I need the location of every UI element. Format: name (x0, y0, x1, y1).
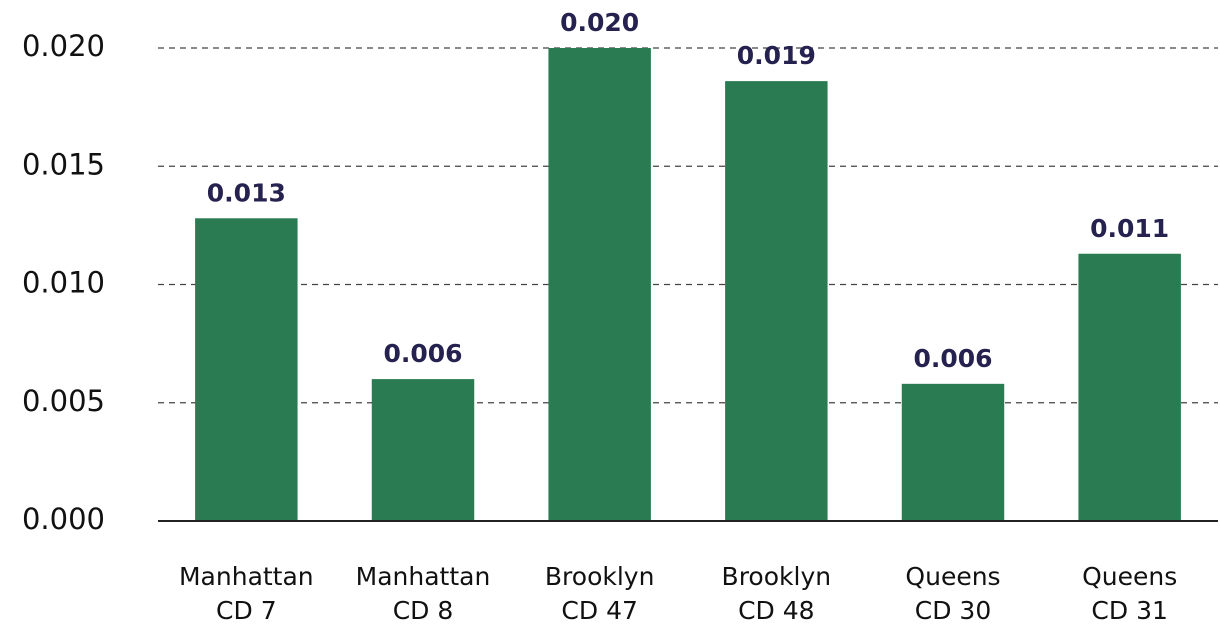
x-tick-label: CD 8 (393, 596, 454, 625)
bar (195, 218, 298, 521)
value-label: 0.006 (383, 339, 462, 368)
value-label: 0.013 (207, 178, 286, 207)
y-tick-label: 0.010 (22, 266, 105, 300)
x-tick-label: Brooklyn (545, 562, 655, 591)
x-tick-label: CD 48 (738, 596, 814, 625)
x-tick-label: Manhattan (179, 562, 314, 591)
x-tick-label: CD 30 (915, 596, 991, 625)
x-tick-label: CD 7 (216, 596, 277, 625)
x-tick-label: Brooklyn (722, 562, 832, 591)
value-label: 0.011 (1090, 214, 1169, 243)
y-tick-label: 0.005 (22, 384, 105, 418)
y-tick-label: 0.015 (22, 147, 105, 181)
value-label: 0.019 (737, 41, 816, 70)
y-tick-label: 0.000 (22, 502, 105, 536)
bar (371, 379, 475, 521)
bar (1078, 253, 1181, 521)
x-tick-label: Queens (905, 562, 1000, 591)
bar (725, 81, 828, 522)
bar (548, 48, 651, 521)
bar (901, 383, 1005, 521)
value-label: 0.020 (560, 8, 639, 37)
x-tick-label: Manhattan (356, 562, 491, 591)
x-tick-label: CD 47 (561, 596, 637, 625)
x-tick-label: CD 31 (1091, 596, 1167, 625)
y-tick-label: 0.020 (22, 29, 105, 63)
x-tick-label: Queens (1082, 562, 1177, 591)
value-label: 0.006 (913, 344, 992, 373)
